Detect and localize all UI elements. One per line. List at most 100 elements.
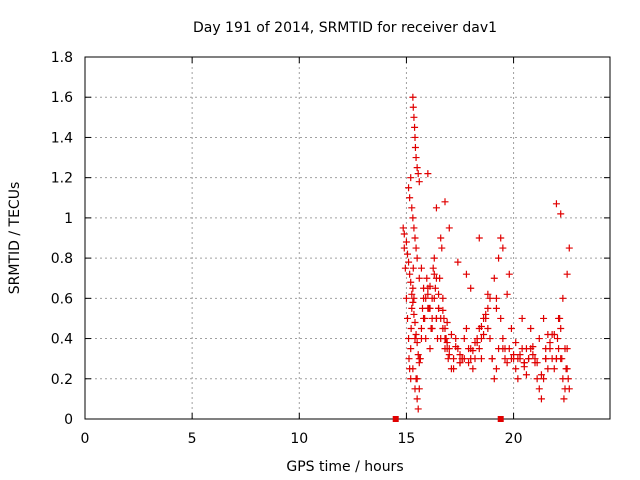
x-tick-label: 20 — [505, 431, 523, 447]
data-point — [410, 224, 418, 232]
data-point — [447, 331, 455, 339]
data-point — [533, 359, 541, 367]
y-tick-label: 1 — [64, 211, 73, 227]
data-point — [432, 204, 440, 212]
data-point — [514, 375, 522, 383]
data-point — [484, 290, 492, 298]
y-tick-label: 1.6 — [51, 90, 73, 106]
data-point — [518, 314, 526, 322]
data-point — [537, 395, 545, 403]
data-point — [407, 174, 415, 182]
data-point — [404, 250, 411, 258]
data-point — [414, 405, 422, 413]
data-point — [411, 335, 419, 343]
data-point — [430, 294, 438, 302]
data-point — [516, 351, 524, 359]
data-point — [411, 385, 419, 393]
data-point — [501, 355, 509, 363]
data-point — [529, 343, 537, 351]
data-point — [531, 355, 539, 363]
data-point — [475, 234, 483, 242]
data-point — [540, 375, 548, 383]
x-axis-markers — [392, 416, 504, 422]
data-point — [435, 290, 443, 298]
data-point — [503, 359, 511, 367]
y-tick-label: 0.2 — [51, 372, 73, 388]
data-point — [414, 170, 422, 178]
data-point — [495, 254, 503, 262]
data-point — [465, 359, 473, 367]
data-point — [473, 339, 481, 347]
data-point — [535, 385, 543, 393]
data-point — [411, 123, 419, 131]
data-point — [520, 363, 528, 371]
x-tick-label: 15 — [398, 431, 416, 447]
data-point — [456, 359, 464, 367]
data-point — [445, 351, 453, 359]
data-point — [413, 164, 421, 172]
data-point — [412, 244, 420, 252]
data-point — [557, 325, 565, 332]
axis-marker — [392, 416, 399, 422]
data-point — [514, 355, 522, 363]
data-point — [411, 234, 419, 242]
y-tick-label: 1.4 — [51, 130, 73, 146]
data-point — [492, 294, 500, 302]
data-point — [469, 365, 477, 373]
data-point — [550, 365, 558, 373]
data-point — [430, 254, 438, 262]
data-point — [477, 355, 485, 363]
y-tick-label: 1.2 — [51, 171, 73, 187]
x-tick-label: 0 — [81, 431, 90, 447]
data-point — [477, 322, 485, 330]
data-point — [555, 314, 563, 322]
data-point — [417, 325, 425, 332]
data-point — [417, 264, 425, 272]
x-axis-label: GPS time / hours — [286, 459, 403, 475]
data-point — [554, 335, 561, 343]
data-point — [559, 294, 567, 302]
data-point — [503, 290, 511, 298]
data-point — [439, 325, 447, 332]
data-point — [409, 284, 417, 292]
data-point — [522, 371, 530, 379]
data-point — [404, 314, 411, 322]
data-point — [560, 395, 568, 403]
data-point — [443, 318, 451, 326]
data-point — [563, 365, 571, 373]
data-point — [424, 304, 432, 312]
data-point — [548, 331, 556, 339]
data-point — [400, 230, 408, 238]
data-point — [428, 325, 436, 332]
data-point — [420, 314, 428, 322]
x-tick-label: 10 — [290, 431, 308, 447]
data-point — [399, 224, 407, 232]
data-point — [410, 113, 418, 121]
data-point — [439, 294, 447, 302]
grid — [85, 57, 610, 419]
data-point — [441, 198, 449, 206]
data-point — [410, 310, 418, 318]
data-point — [435, 304, 443, 312]
data-point — [439, 306, 447, 314]
y-tick-label: 0 — [64, 412, 73, 428]
data-point — [441, 345, 449, 353]
data-point — [408, 304, 416, 312]
data-point — [415, 274, 423, 282]
data-point — [400, 244, 408, 252]
data-point — [409, 214, 417, 222]
axis-ticks: 0 0.2 0.4 0.6 0.8 1 1.2 1.4 1.6 1.8 0 5 10 15 20 — [51, 50, 610, 447]
data-point — [460, 355, 468, 363]
data-point — [405, 184, 413, 192]
data-point — [411, 133, 419, 141]
data-point — [492, 365, 500, 373]
data-point — [437, 335, 445, 343]
data-point — [412, 331, 420, 339]
data-point — [563, 270, 571, 278]
data-point — [497, 234, 505, 242]
data-point — [512, 365, 520, 373]
data-point — [535, 335, 543, 343]
data-point — [422, 294, 430, 302]
data-point — [410, 294, 418, 302]
data-point — [407, 375, 415, 383]
